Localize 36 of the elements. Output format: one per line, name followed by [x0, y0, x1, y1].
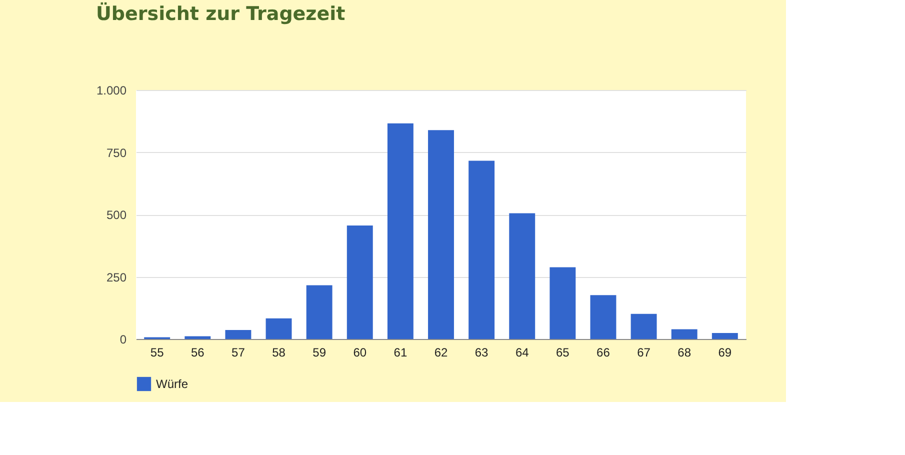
x-tick-label: 66	[596, 346, 610, 360]
x-tick-label: 56	[190, 346, 205, 360]
bar	[306, 285, 332, 339]
x-tick-label: 63	[474, 346, 489, 360]
y-tick-label: 750	[106, 146, 127, 160]
bar	[671, 329, 698, 339]
x-tick-label: 61	[394, 346, 408, 360]
bar	[387, 123, 414, 339]
bar	[266, 318, 292, 339]
y-tick-label: 250	[106, 270, 127, 284]
x-tick-label: 57	[232, 346, 246, 360]
legend-label: Würfe	[156, 377, 188, 391]
bar	[509, 213, 536, 339]
bar	[225, 330, 252, 339]
x-tick-label: 55	[150, 346, 164, 360]
bar	[550, 267, 576, 339]
y-tick-label: 500	[106, 208, 127, 222]
x-tick-label: 62	[434, 346, 448, 360]
y-tick-label: 0	[120, 332, 127, 346]
x-tick-label: 68	[678, 346, 692, 360]
bar	[630, 314, 657, 339]
y-tick-label: 1.000	[96, 84, 127, 98]
bar	[712, 333, 738, 339]
x-tick-label: 65	[556, 346, 570, 360]
bar	[346, 225, 373, 339]
bar	[590, 295, 616, 339]
x-tick-label: 67	[637, 346, 651, 360]
bar	[428, 130, 454, 339]
x-tick-label: 58	[272, 346, 286, 360]
x-tick-label: 60	[353, 346, 367, 360]
x-tick-label: 64	[515, 346, 530, 360]
bar	[184, 336, 211, 339]
x-tick-label: 69	[718, 346, 732, 360]
chart-title: Übersicht zur Tragezeit	[96, 2, 346, 25]
x-tick-label: 59	[312, 346, 326, 360]
bar	[468, 160, 495, 339]
